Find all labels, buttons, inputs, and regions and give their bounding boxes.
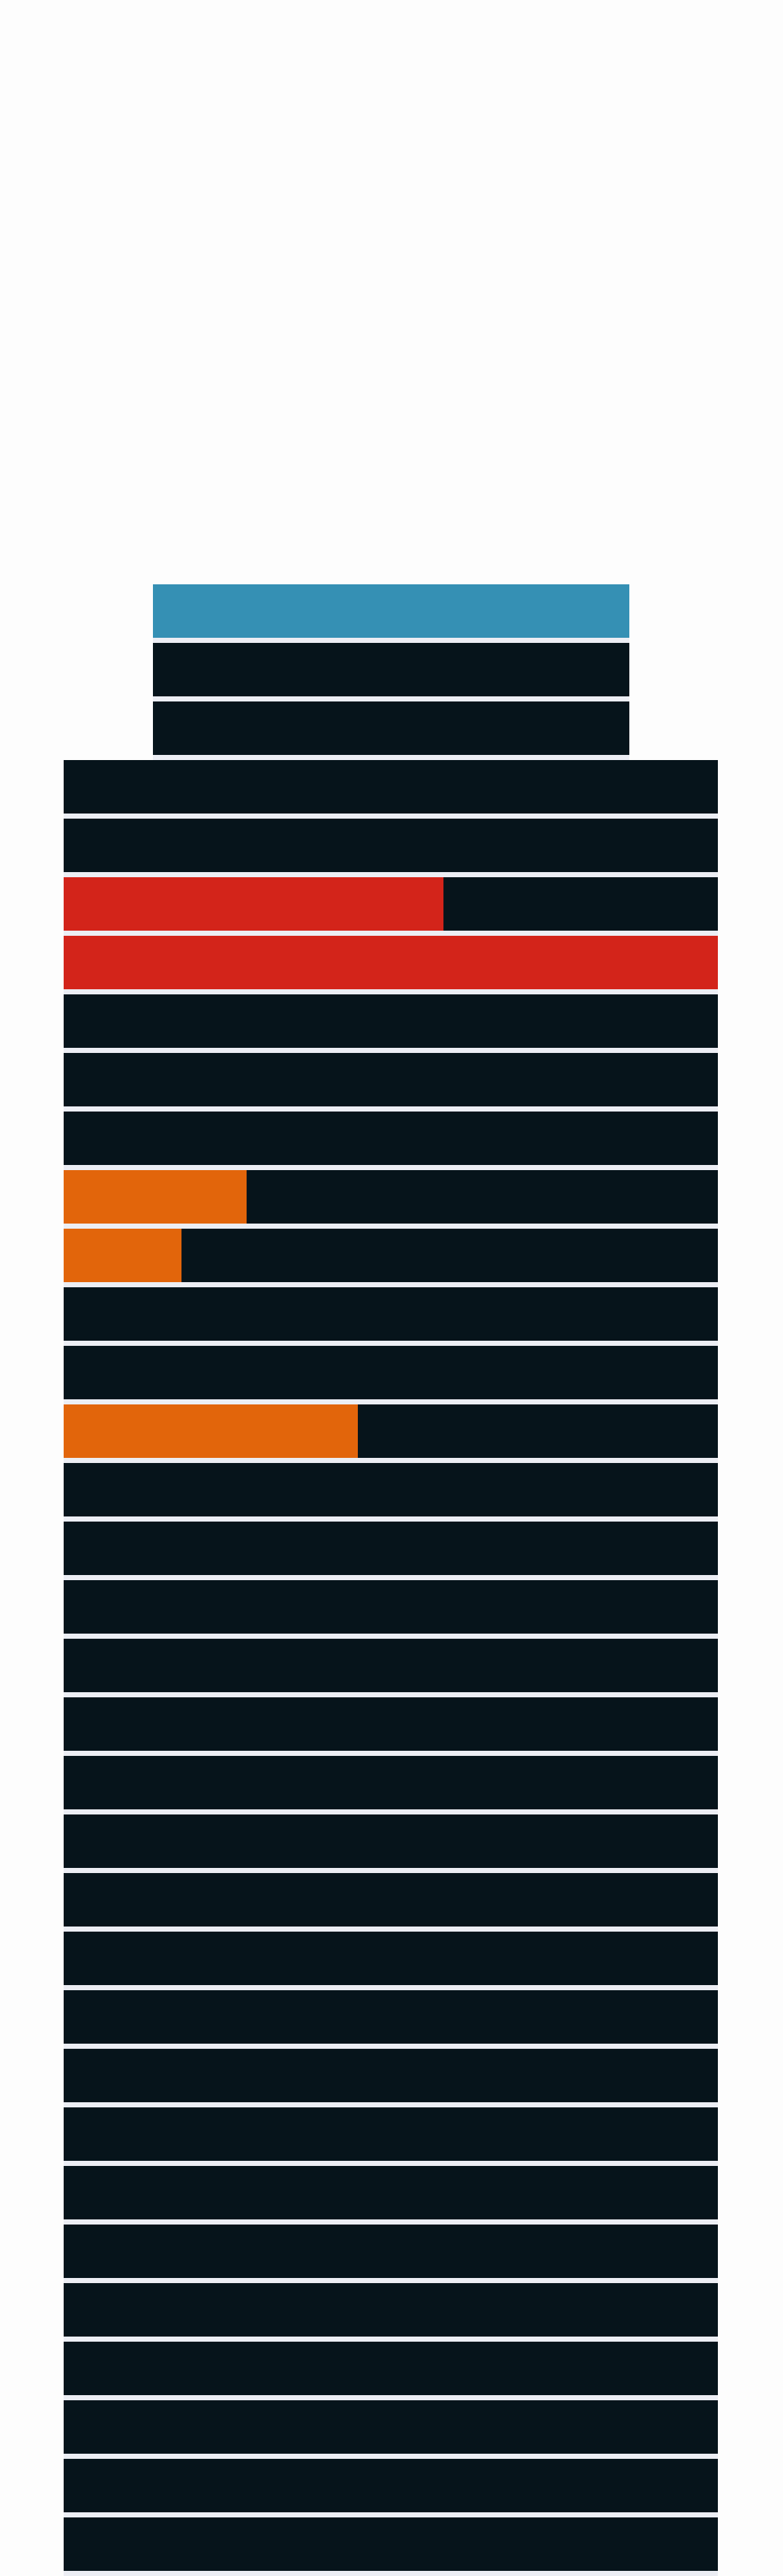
floor-divider — [64, 2219, 718, 2225]
floor-t2 — [153, 643, 629, 696]
floor-l16 — [64, 1639, 718, 1692]
floor-fill-warning — [64, 1229, 181, 1282]
floor-l18 — [64, 1756, 718, 1809]
floor-l3 — [64, 877, 718, 931]
floor-divider — [153, 696, 629, 701]
floor-l8 — [64, 1170, 718, 1224]
floor-divider — [64, 1927, 718, 1932]
floor-l7 — [64, 1112, 718, 1165]
floor-divider — [64, 2337, 718, 2342]
floor-divider — [64, 989, 718, 994]
floor-t1 — [153, 584, 629, 638]
floor-fill-warning — [64, 1170, 247, 1224]
floor-divider — [64, 1341, 718, 1346]
floor-l4 — [64, 936, 718, 989]
floor-divider — [64, 931, 718, 936]
floor-divider — [64, 2512, 718, 2517]
floor-divider — [64, 2161, 718, 2166]
floor-l11 — [64, 1346, 718, 1399]
floor-fill-critical — [64, 936, 718, 989]
floor-divider — [64, 1399, 718, 1404]
floor-divider — [64, 1985, 718, 1990]
floor-divider — [64, 2571, 718, 2576]
floor-divider — [64, 1809, 718, 1814]
floor-divider — [64, 1458, 718, 1463]
floor-l21 — [64, 1932, 718, 1985]
floor-fill-critical — [64, 877, 443, 931]
floor-l5 — [64, 994, 718, 1048]
floor-divider — [64, 2044, 718, 2049]
floor-l6 — [64, 1053, 718, 1106]
floor-divider — [64, 1575, 718, 1580]
floor-l12 — [64, 1404, 718, 1458]
floor-l27 — [64, 2283, 718, 2337]
floor-divider — [64, 1692, 718, 1697]
floor-divider — [64, 1048, 718, 1053]
floor-divider — [64, 1106, 718, 1112]
floor-divider — [64, 814, 718, 819]
floor-l29 — [64, 2400, 718, 2454]
floor-l22 — [64, 1990, 718, 2044]
floor-divider — [64, 1868, 718, 1873]
floor-l28 — [64, 2342, 718, 2395]
floor-divider — [64, 1165, 718, 1170]
floor-l10 — [64, 1287, 718, 1341]
floor-l30 — [64, 2459, 718, 2512]
floor-l13 — [64, 1463, 718, 1516]
floor-l24 — [64, 2107, 718, 2161]
floor-l2 — [64, 819, 718, 872]
floor-divider — [64, 2454, 718, 2459]
floor-l1 — [64, 760, 718, 814]
floor-divider — [64, 2395, 718, 2400]
floor-t3 — [153, 701, 629, 755]
floor-divider — [64, 2278, 718, 2283]
floor-divider — [153, 755, 629, 760]
floor-divider — [64, 1224, 718, 1229]
floor-l14 — [64, 1522, 718, 1575]
floor-divider — [153, 638, 629, 643]
floor-divider — [64, 1751, 718, 1756]
floor-l17 — [64, 1697, 718, 1751]
floor-l26 — [64, 2225, 718, 2278]
floor-divider — [64, 1282, 718, 1287]
floor-fill-crown — [153, 584, 629, 638]
floor-divider — [64, 2102, 718, 2107]
floor-l20 — [64, 1873, 718, 1927]
floor-l15 — [64, 1580, 718, 1634]
floor-divider — [64, 1634, 718, 1639]
floor-divider — [64, 872, 718, 877]
floor-l23 — [64, 2049, 718, 2102]
floor-l9 — [64, 1229, 718, 1282]
floor-fill-warning — [64, 1404, 359, 1458]
floor-divider — [64, 1516, 718, 1522]
floor-l25 — [64, 2166, 718, 2219]
floor-l19 — [64, 1814, 718, 1868]
floor-l31 — [64, 2517, 718, 2571]
